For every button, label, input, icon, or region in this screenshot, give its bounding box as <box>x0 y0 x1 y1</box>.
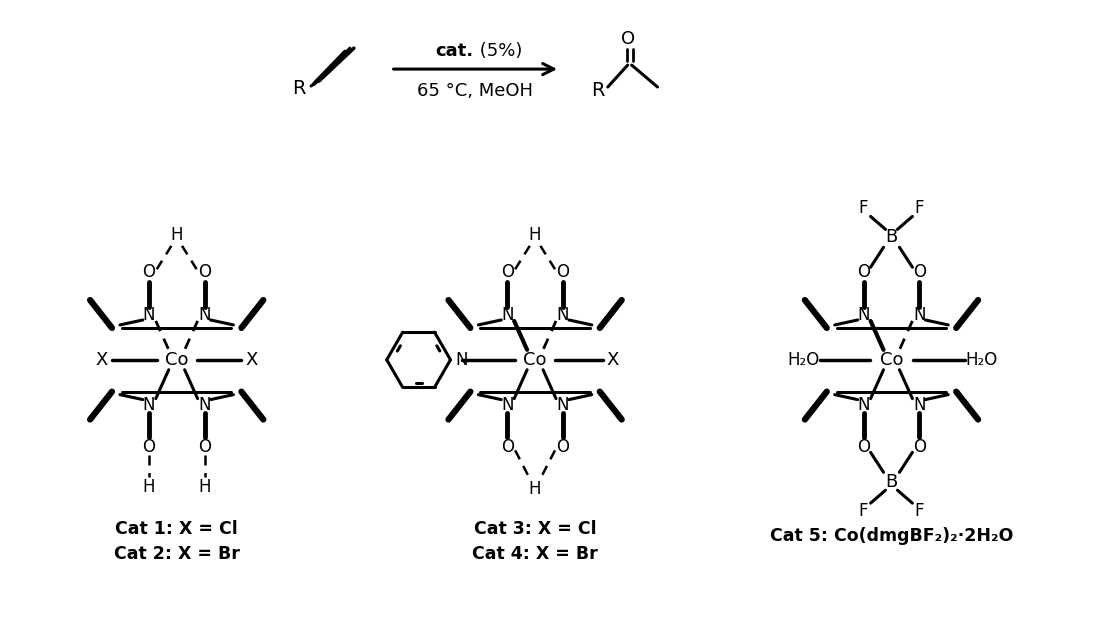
Text: F: F <box>915 199 924 217</box>
Text: O: O <box>621 31 634 48</box>
Text: Cat 2: X = Br: Cat 2: X = Br <box>114 545 240 563</box>
Text: X: X <box>607 351 619 369</box>
Text: O: O <box>500 263 513 281</box>
Text: N: N <box>199 306 211 324</box>
Text: O: O <box>500 439 513 457</box>
Text: N: N <box>501 396 513 414</box>
Text: H₂O: H₂O <box>787 351 820 369</box>
Text: H: H <box>143 478 155 496</box>
Text: N: N <box>857 306 869 324</box>
Text: O: O <box>199 263 211 281</box>
Text: (5%): (5%) <box>475 42 522 60</box>
Text: Cat 1: X = Cl: Cat 1: X = Cl <box>115 520 238 538</box>
Text: F: F <box>858 502 868 520</box>
Text: N: N <box>143 396 155 414</box>
Text: O: O <box>857 263 871 281</box>
Text: O: O <box>199 439 211 457</box>
Text: Cat 5: Co(dmgBF₂)₂·2H₂O: Cat 5: Co(dmgBF₂)₂·2H₂O <box>770 527 1014 545</box>
Text: O: O <box>913 263 926 281</box>
Text: O: O <box>142 439 155 457</box>
Text: N: N <box>456 351 468 369</box>
Text: N: N <box>501 306 513 324</box>
Text: O: O <box>557 263 569 281</box>
Text: X: X <box>245 351 257 369</box>
Text: H₂O: H₂O <box>965 351 997 369</box>
Text: N: N <box>143 306 155 324</box>
Text: R: R <box>591 82 604 100</box>
Text: O: O <box>557 439 569 457</box>
Text: F: F <box>915 502 924 520</box>
Text: Co: Co <box>165 351 189 369</box>
Text: B: B <box>885 473 897 491</box>
Text: H: H <box>529 480 541 498</box>
Text: Co: Co <box>523 351 547 369</box>
Text: 65 °C, MeOH: 65 °C, MeOH <box>417 82 533 100</box>
Text: X: X <box>95 351 109 369</box>
Text: H: H <box>199 478 211 496</box>
Text: Cat 3: X = Cl: Cat 3: X = Cl <box>474 520 597 538</box>
Text: Co: Co <box>879 351 903 369</box>
Text: Cat 4: X = Br: Cat 4: X = Br <box>472 545 598 563</box>
Text: N: N <box>199 396 211 414</box>
Text: H: H <box>171 226 183 244</box>
Text: N: N <box>857 396 869 414</box>
Text: H: H <box>529 226 541 244</box>
Text: N: N <box>557 396 569 414</box>
Text: O: O <box>913 439 926 457</box>
Text: cat.: cat. <box>435 42 474 60</box>
Text: B: B <box>885 229 897 246</box>
Text: O: O <box>142 263 155 281</box>
Text: N: N <box>913 396 926 414</box>
Text: R: R <box>293 80 306 98</box>
Text: N: N <box>913 306 926 324</box>
Text: F: F <box>858 199 868 217</box>
Text: N: N <box>557 306 569 324</box>
Text: O: O <box>857 439 871 457</box>
